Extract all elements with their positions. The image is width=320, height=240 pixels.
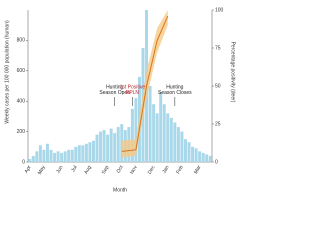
y-tick-label: 600 [17,68,26,74]
bar [81,145,85,162]
y2-axis-label: Percentage positivity (deer) [230,42,236,103]
bar [116,127,120,162]
bar [88,142,92,162]
x-tick-label: Sep [101,164,111,175]
bar [176,127,180,162]
y2-tick-label: 75 [215,45,221,51]
bar [38,145,42,162]
bar [77,145,81,162]
bar [109,128,113,162]
x-tick-label: Jul [70,165,78,174]
x-tick-label: Apr [24,164,33,174]
bar [113,133,117,162]
annotation: 1st Positive [120,84,146,90]
bar [205,154,209,162]
y-tick-label: 200 [17,129,26,135]
bar [67,149,71,162]
bar [56,151,60,162]
annotation: Hunting [166,84,183,90]
bar [120,124,124,162]
y2-tick-label: 100 [215,7,224,13]
x-axis-label: Month [113,187,127,193]
annotation: RPLN [126,90,140,96]
bar [49,149,53,162]
bar [28,158,32,162]
x-tick-label: Nov [129,164,139,175]
x-tick-label: Jun [55,164,64,174]
bar [99,131,103,162]
bar [74,146,78,162]
confidence-band [121,10,168,158]
bar [208,155,212,162]
bar [159,92,163,162]
bar [155,113,159,162]
y2-tick-label: 0 [215,159,218,165]
bar [84,143,88,162]
bar [130,108,134,162]
bar [148,86,152,162]
x-tick-label: Oct [116,164,125,174]
annotation: Season Closes [158,90,192,96]
annotation: Season Open [99,90,130,96]
bar [201,152,205,162]
bar [102,130,106,162]
bar [134,98,138,162]
line [121,15,169,152]
chart: Month Weekly cases per 100 000 populatio… [4,7,236,193]
bar [95,134,99,162]
bar [63,151,67,162]
bar [180,131,184,162]
bar [70,149,74,162]
bar [183,139,187,162]
x-tick-label: May [37,164,47,176]
bar [53,152,57,162]
bar [106,134,110,162]
y2-tick-label: 25 [215,121,221,127]
y-tick-label: 0 [22,159,25,165]
y-tick-label: 400 [17,99,26,105]
bar [198,151,202,162]
x-tick-label: Mar [193,164,203,175]
bar [162,104,166,162]
x-tick-label: Feb [175,164,185,175]
bar [31,155,35,162]
bar [42,149,46,162]
y-axis-label: Weekly cases per 100 000 population (hum… [4,20,10,124]
bar [91,140,95,162]
bar [169,117,173,162]
bar [166,113,170,162]
annotation: Hunting [106,84,123,90]
y-tick-label: 800 [17,38,26,44]
bar [173,122,177,162]
x-tick-label: Aug [83,164,93,175]
bar [187,142,191,162]
bar [191,146,195,162]
bar [45,143,49,162]
bar [152,104,156,162]
y2-tick-label: 50 [215,83,221,89]
bar [194,148,198,162]
bar [35,151,39,162]
bar [60,152,64,162]
x-tick-label: Dec [147,164,157,175]
x-tick-label: Jan [161,164,170,174]
